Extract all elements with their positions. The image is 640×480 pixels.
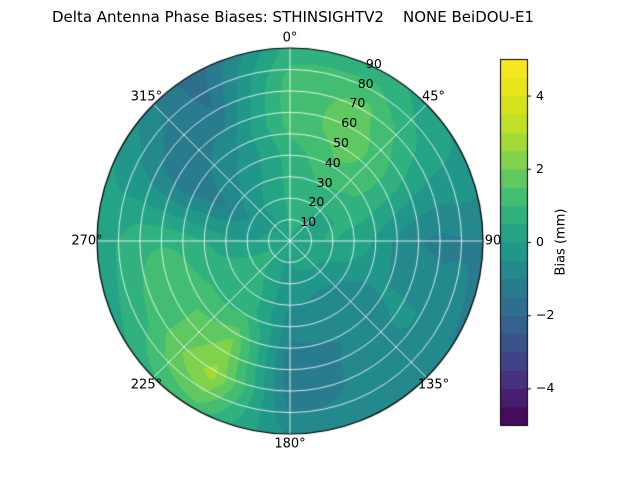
radial-tick-label: 80 (357, 75, 374, 91)
colorbar-tick-label: −4 (536, 380, 555, 396)
radial-tick-label: 20 (308, 194, 325, 210)
radial-tick-label: 40 (324, 154, 341, 170)
radial-tick-label: 50 (333, 134, 349, 150)
azimuth-tick-label: 270° (71, 233, 103, 249)
azimuth-tick-label: 315° (130, 89, 163, 105)
radial-tick-label: 70 (349, 95, 366, 111)
azimuth-tick-label: 135° (417, 377, 450, 393)
radial-tick-label: 90 (365, 55, 382, 71)
radial-tick-label: 30 (316, 174, 333, 190)
radial-tick-label: 10 (300, 213, 317, 229)
azimuth-tick-label: 225° (130, 377, 163, 393)
colorbar-tick-label: 4 (536, 87, 544, 103)
azimuth-tick-label: 180° (274, 436, 306, 452)
azimuth-tick-label: 90 (484, 233, 502, 249)
chart-title: Delta Antenna Phase Biases: STHINSIGHTV2… (52, 8, 534, 26)
colorbar-tick-label: 2 (536, 160, 544, 176)
azimuth-tick-label: 0° (282, 30, 298, 46)
azimuth-tick-label: 45° (422, 89, 446, 105)
colorbar-axis-label: Bias (mm) (553, 208, 569, 276)
radial-tick-label: 60 (341, 114, 358, 130)
colorbar-tick-label: −2 (536, 306, 555, 322)
colorbar-tick-label: 0 (536, 233, 544, 249)
